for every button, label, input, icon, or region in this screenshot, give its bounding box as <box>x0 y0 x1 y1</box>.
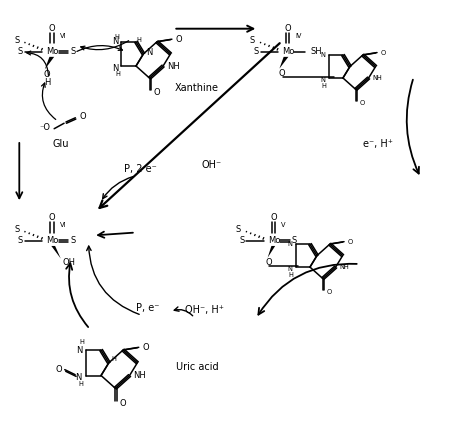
Text: O: O <box>55 365 62 374</box>
Polygon shape <box>279 57 288 69</box>
Text: H: H <box>322 82 327 88</box>
Text: O: O <box>266 258 273 267</box>
Text: VI: VI <box>60 33 66 39</box>
Text: Xanthine: Xanthine <box>175 82 219 93</box>
Text: O: O <box>278 69 285 78</box>
Text: S: S <box>71 47 76 56</box>
Text: Mo: Mo <box>268 236 280 245</box>
Text: O: O <box>79 113 86 121</box>
Text: Mo: Mo <box>46 47 58 56</box>
Text: O: O <box>175 35 182 44</box>
Text: N: N <box>320 77 325 83</box>
Text: O: O <box>142 343 149 352</box>
Text: N: N <box>75 373 82 382</box>
Text: H: H <box>78 381 83 387</box>
Text: O: O <box>380 50 385 56</box>
Text: IV: IV <box>295 33 302 39</box>
Text: O: O <box>119 398 126 408</box>
Text: OH: OH <box>63 258 76 267</box>
Text: N: N <box>287 241 292 247</box>
Text: S: S <box>14 225 19 233</box>
Text: O: O <box>49 213 55 222</box>
Text: NH: NH <box>167 61 180 71</box>
Text: N: N <box>320 52 325 58</box>
Text: S: S <box>14 36 19 44</box>
Text: OH⁻: OH⁻ <box>201 160 221 170</box>
Text: Mo: Mo <box>46 236 58 245</box>
Text: ⁻O: ⁻O <box>40 123 51 132</box>
Text: N: N <box>112 37 118 47</box>
Text: H: H <box>115 71 120 77</box>
Text: O: O <box>347 239 353 245</box>
Text: e⁻, H⁺: e⁻, H⁺ <box>364 139 393 149</box>
Text: O: O <box>153 88 160 97</box>
Text: O: O <box>327 289 332 295</box>
Text: S: S <box>18 47 23 56</box>
Text: O: O <box>360 100 365 106</box>
Polygon shape <box>51 246 61 258</box>
Text: H: H <box>111 356 116 362</box>
Text: H: H <box>79 340 84 346</box>
Text: H: H <box>289 272 294 277</box>
Text: N: N <box>76 346 82 354</box>
Text: O: O <box>271 213 277 222</box>
Text: S: S <box>250 36 255 44</box>
Text: Glu: Glu <box>52 139 69 149</box>
Text: OH⁻, H⁺: OH⁻, H⁺ <box>184 305 224 315</box>
Text: S: S <box>236 225 241 233</box>
Text: VI: VI <box>60 222 66 228</box>
Text: N: N <box>287 266 292 272</box>
Text: H: H <box>137 37 141 43</box>
Text: O: O <box>284 24 291 33</box>
Text: O: O <box>49 24 55 33</box>
Text: Mo: Mo <box>282 47 294 56</box>
Text: N: N <box>112 63 119 73</box>
Text: H: H <box>44 77 50 87</box>
Text: SH: SH <box>310 47 322 56</box>
Text: S: S <box>253 47 258 56</box>
Text: O: O <box>44 70 50 80</box>
Polygon shape <box>268 246 275 258</box>
Text: V: V <box>281 222 286 228</box>
Text: S: S <box>239 236 244 245</box>
Text: Uric acid: Uric acid <box>176 362 218 372</box>
Text: S: S <box>292 236 297 245</box>
Text: P, e⁻: P, e⁻ <box>136 303 159 313</box>
Text: H: H <box>114 34 119 40</box>
Text: S: S <box>71 236 76 245</box>
Text: NH: NH <box>373 75 382 81</box>
Text: N: N <box>146 48 152 57</box>
Polygon shape <box>45 57 54 69</box>
Text: S: S <box>18 236 23 245</box>
Text: NH: NH <box>133 371 146 380</box>
Text: NH: NH <box>339 264 349 270</box>
Text: P, 2 e⁻: P, 2 e⁻ <box>124 165 157 174</box>
